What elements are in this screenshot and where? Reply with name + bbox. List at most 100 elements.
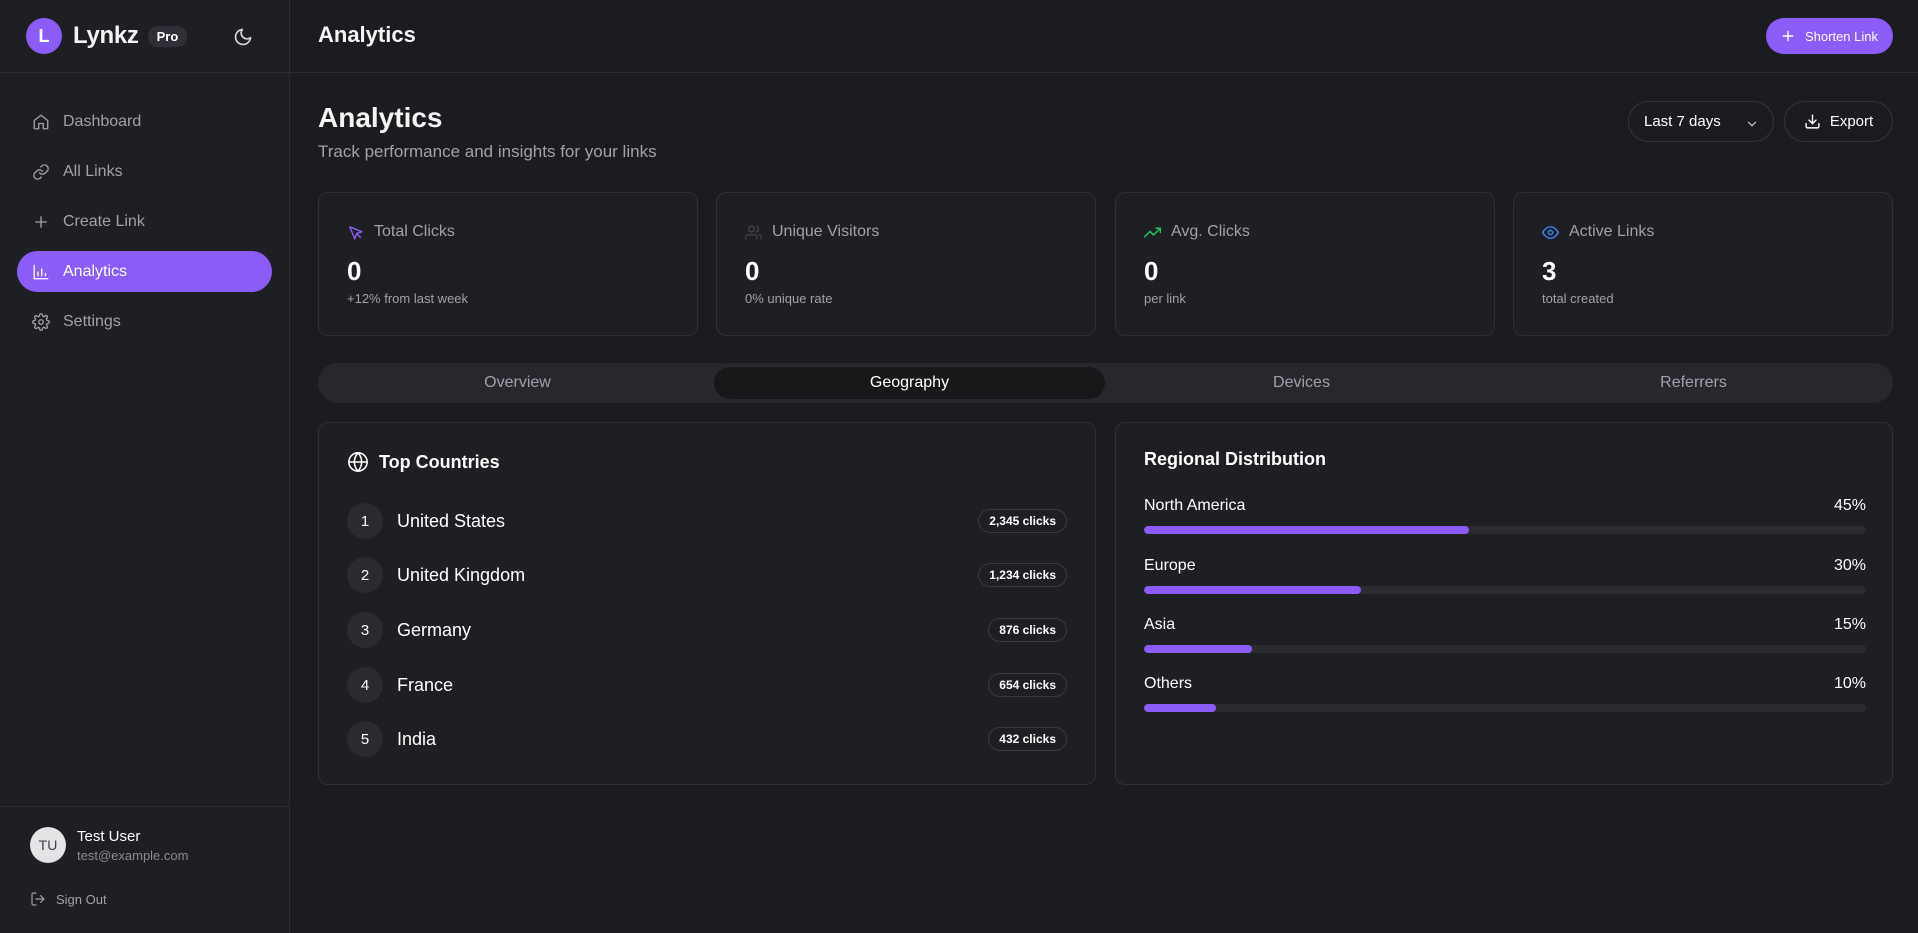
stat-value: 0 — [1144, 256, 1159, 286]
sidebar-item-label: Create Link — [63, 212, 145, 230]
rank-badge: 2 — [347, 557, 383, 593]
rank-badge: 1 — [347, 503, 383, 539]
stat-value: 0 — [347, 256, 362, 286]
sign-out-button[interactable]: Sign Out — [30, 891, 107, 907]
country-name: United States — [397, 510, 506, 531]
export-label: Export — [1829, 113, 1874, 130]
list-item: 3 Germany 876 clicks — [347, 612, 1067, 648]
users-icon — [745, 224, 772, 241]
page-subtitle: Track performance and insights for your … — [318, 142, 657, 161]
regional-distribution-panel: Regional Distribution North America 45% E… — [1115, 422, 1893, 785]
download-icon — [1804, 113, 1830, 130]
country-name: France — [397, 674, 454, 695]
user-name: Test User — [77, 827, 141, 845]
date-range-value: Last 7 days — [1644, 113, 1721, 130]
home-icon — [32, 113, 50, 131]
stat-value: 0 — [745, 256, 760, 286]
brand-name: Lynkz — [73, 22, 139, 49]
stat-note: total created — [1542, 291, 1614, 306]
tab-referrers[interactable]: Referrers — [1660, 374, 1727, 391]
list-item: 2 United Kingdom 1,234 clicks — [347, 557, 1067, 593]
sidebar-item-label: Analytics — [63, 262, 128, 280]
bar-chart-icon — [32, 263, 50, 281]
analytics-tabs: Overview Geography Devices Referrers — [318, 363, 1893, 403]
region-percent: 30% — [1833, 557, 1866, 574]
user-email: test@example.com — [77, 847, 189, 863]
header-title: Analytics — [318, 22, 416, 47]
tab-geography[interactable]: Geography — [714, 367, 1105, 399]
cursor-icon — [347, 224, 374, 241]
country-name: United Kingdom — [397, 564, 526, 585]
globe-icon — [347, 451, 379, 473]
region-name: Europe — [1144, 557, 1196, 574]
stat-label: Total Clicks — [374, 223, 455, 240]
plus-icon — [1780, 28, 1805, 44]
plan-badge: Pro — [147, 25, 188, 47]
progress-fill — [1144, 586, 1361, 594]
eye-icon — [1542, 224, 1569, 241]
link-icon — [32, 163, 50, 181]
date-range-select[interactable]: Last 7 days — [1628, 101, 1774, 142]
sidebar-item-settings[interactable]: Settings — [17, 301, 272, 342]
sidebar-nav: Dashboard All Links Create Link Analytic… — [0, 73, 289, 342]
clicks-badge: 654 clicks — [988, 673, 1067, 697]
top-countries-panel: Top Countries 1 United States 2,345 clic… — [318, 422, 1096, 785]
sidebar-item-label: All Links — [63, 162, 123, 180]
tab-overview[interactable]: Overview — [484, 374, 551, 391]
clicks-badge: 2,345 clicks — [978, 509, 1067, 533]
country-name: Germany — [397, 619, 472, 640]
list-item: 4 France 654 clicks — [347, 667, 1067, 703]
export-button[interactable]: Export — [1784, 101, 1893, 142]
clicks-badge: 876 clicks — [988, 618, 1067, 642]
trending-up-icon — [1144, 224, 1171, 241]
progress-fill — [1144, 704, 1217, 712]
sidebar-item-label: Settings — [63, 312, 121, 330]
region-name: North America — [1144, 497, 1246, 514]
shorten-link-button[interactable]: Shorten Link — [1766, 18, 1893, 54]
country-name: India — [397, 728, 437, 749]
region-row: Europe 30% — [1144, 557, 1866, 594]
clicks-badge: 432 clicks — [988, 727, 1067, 751]
stat-card-avg-clicks: Avg. Clicks 0 per link — [1115, 192, 1495, 336]
moon-icon[interactable] — [233, 27, 253, 47]
avatar: TU — [30, 827, 66, 863]
sign-out-label: Sign Out — [56, 891, 107, 907]
stat-value: 3 — [1542, 256, 1557, 286]
plus-icon — [32, 213, 50, 231]
stat-label: Unique Visitors — [772, 223, 880, 240]
gear-icon — [32, 312, 50, 331]
region-percent: 10% — [1833, 675, 1866, 692]
rank-badge: 4 — [347, 667, 383, 703]
progress-track — [1144, 586, 1866, 594]
stat-note: 0% unique rate — [745, 291, 833, 306]
shorten-link-label: Shorten Link — [1805, 28, 1878, 44]
region-name: Others — [1144, 675, 1193, 692]
progress-fill — [1144, 526, 1469, 534]
log-out-icon — [30, 891, 56, 907]
region-percent: 15% — [1833, 616, 1866, 633]
region-row: Asia 15% — [1144, 616, 1866, 653]
top-bar: Analytics Shorten Link — [290, 0, 1918, 73]
brand: L Lynkz Pro — [0, 0, 289, 73]
rank-badge: 5 — [347, 721, 383, 757]
sidebar-item-dashboard[interactable]: Dashboard — [17, 101, 272, 142]
stat-card-total-clicks: Total Clicks 0 +12% from last week — [318, 192, 698, 336]
stat-card-unique-visitors: Unique Visitors 0 0% unique rate — [716, 192, 1096, 336]
user-profile[interactable]: TU Test User test@example.com — [30, 827, 188, 863]
region-row: Others 10% — [1144, 675, 1866, 712]
progress-track — [1144, 704, 1866, 712]
clicks-badge: 1,234 clicks — [978, 563, 1067, 587]
brand-logo: L — [26, 18, 62, 54]
region-name: Asia — [1144, 616, 1176, 633]
stat-note: per link — [1144, 291, 1186, 306]
stat-note: +12% from last week — [347, 291, 469, 306]
user-panel: TU Test User test@example.com Sign Out — [0, 806, 289, 933]
stat-card-active-links: Active Links 3 total created — [1513, 192, 1893, 336]
panel-title: Top Countries — [379, 451, 500, 472]
sidebar-item-all-links[interactable]: All Links — [17, 151, 272, 192]
tab-devices[interactable]: Devices — [1273, 374, 1330, 391]
panel-title: Regional Distribution — [1144, 449, 1326, 469]
list-item: 1 United States 2,345 clicks — [347, 503, 1067, 539]
sidebar-item-analytics[interactable]: Analytics — [17, 251, 272, 292]
sidebar-item-create-link[interactable]: Create Link — [17, 201, 272, 242]
